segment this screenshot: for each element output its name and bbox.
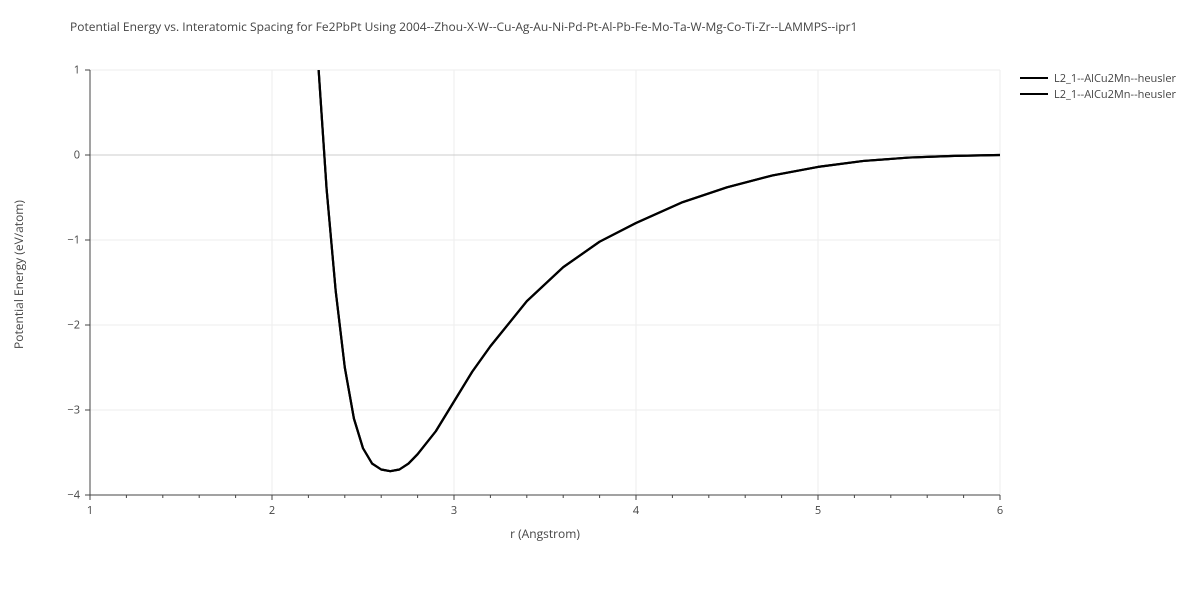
y-tick-label: 1	[74, 63, 80, 78]
x-tick-label: 1	[87, 503, 93, 518]
y-axis-label: Potential Energy (eV/atom)	[10, 125, 27, 274]
legend-item[interactable]: L2_1--AlCu2Mn--heusler	[1020, 86, 1176, 102]
x-tick-label: 5	[815, 503, 821, 518]
legend-label: L2_1--AlCu2Mn--heusler	[1054, 71, 1176, 86]
y-tick-label: 0	[74, 148, 80, 163]
legend-swatch	[1020, 93, 1048, 95]
y-tick-label: −2	[67, 318, 80, 333]
y-tick-label: −3	[67, 403, 80, 418]
y-tick-label: −4	[67, 488, 80, 503]
x-tick-label: 2	[269, 503, 275, 518]
x-axis-label: r (Angstrom)	[510, 525, 580, 542]
legend: L2_1--AlCu2Mn--heuslerL2_1--AlCu2Mn--heu…	[1020, 70, 1176, 102]
x-tick-label: 6	[997, 503, 1003, 518]
legend-swatch	[1020, 77, 1048, 79]
x-tick-label: 4	[633, 503, 639, 518]
y-tick-label: −1	[67, 233, 80, 248]
x-tick-label: 3	[451, 503, 457, 518]
legend-item[interactable]: L2_1--AlCu2Mn--heusler	[1020, 70, 1176, 86]
chart-container: Potential Energy vs. Interatomic Spacing…	[0, 0, 1200, 600]
legend-label: L2_1--AlCu2Mn--heusler	[1054, 87, 1176, 102]
